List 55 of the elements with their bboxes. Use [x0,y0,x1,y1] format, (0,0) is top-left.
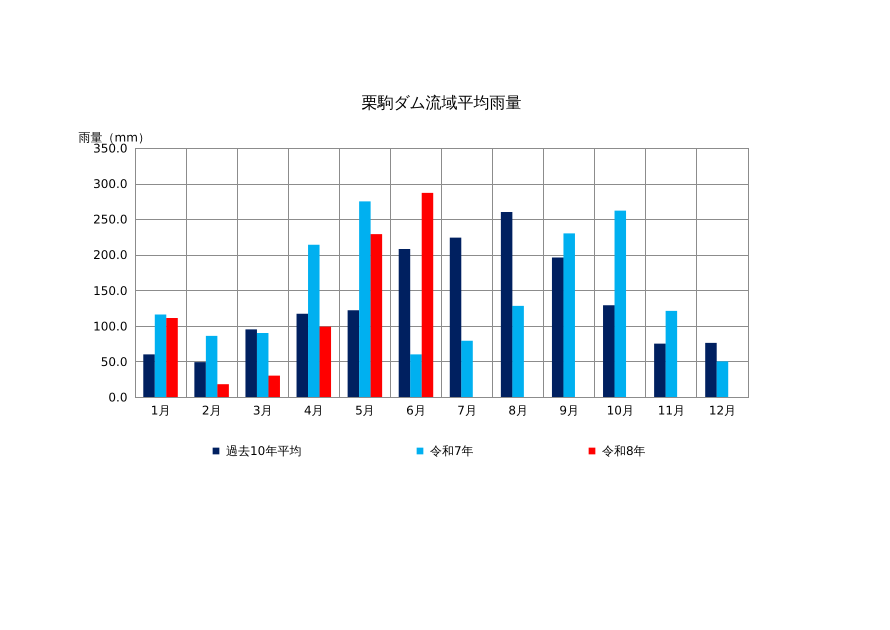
bar [603,305,615,397]
bar [422,192,434,397]
x-tick-label: 8月 [508,404,528,418]
x-tick-label: 4月 [304,404,324,418]
y-tick-label: 300.0 [93,177,128,192]
bar [206,336,218,397]
bar [563,233,575,397]
x-tick-label: 3月 [252,404,273,418]
x-tick-label: 2月 [202,404,222,418]
bar [359,201,371,397]
bar [348,310,360,397]
x-tick-label: 9月 [559,404,580,418]
bar [461,340,473,397]
y-tick-label: 0.0 [108,390,128,404]
y-tick-label: 100.0 [93,319,128,334]
bar [512,306,524,397]
bar [398,249,410,397]
bar [654,344,666,397]
y-tick-label: 150.0 [93,284,128,298]
legend-label: 過去10年平均 [226,444,302,458]
x-tick-label: 10月 [606,404,634,418]
bar [705,342,717,397]
bar [552,258,564,397]
bar [245,329,257,397]
legend-label: 令和7年 [430,444,474,458]
bar [500,212,512,397]
y-axis-title: 雨量（mm） [78,130,150,144]
x-tick-label: 6月 [406,404,426,418]
bar [320,326,332,397]
bar [217,384,229,397]
legend-label: 令和8年 [602,444,646,458]
x-tick-label: 1月 [150,404,170,418]
bar [194,362,206,397]
x-tick-label: 5月 [355,404,375,418]
bar [166,318,178,397]
bar [716,361,728,397]
y-tick-label: 50.0 [100,354,128,369]
chart-title: 栗駒ダム流域平均雨量 [362,93,522,112]
y-tick-label: 350.0 [93,142,128,156]
y-tick-label: 200.0 [93,248,128,262]
bar [256,332,268,397]
bar [666,310,678,397]
bar [450,238,462,397]
bar [410,354,422,397]
y-tick-label: 250.0 [93,212,128,227]
x-tick-label: 12月 [708,404,736,418]
bar [143,354,155,397]
bar [308,244,320,397]
bar [614,210,626,397]
bar [268,376,280,397]
x-tick-label: 7月 [457,404,477,418]
bar [296,314,308,397]
x-tick-label: 11月 [658,404,686,418]
bar [370,234,382,397]
bar [154,314,166,397]
